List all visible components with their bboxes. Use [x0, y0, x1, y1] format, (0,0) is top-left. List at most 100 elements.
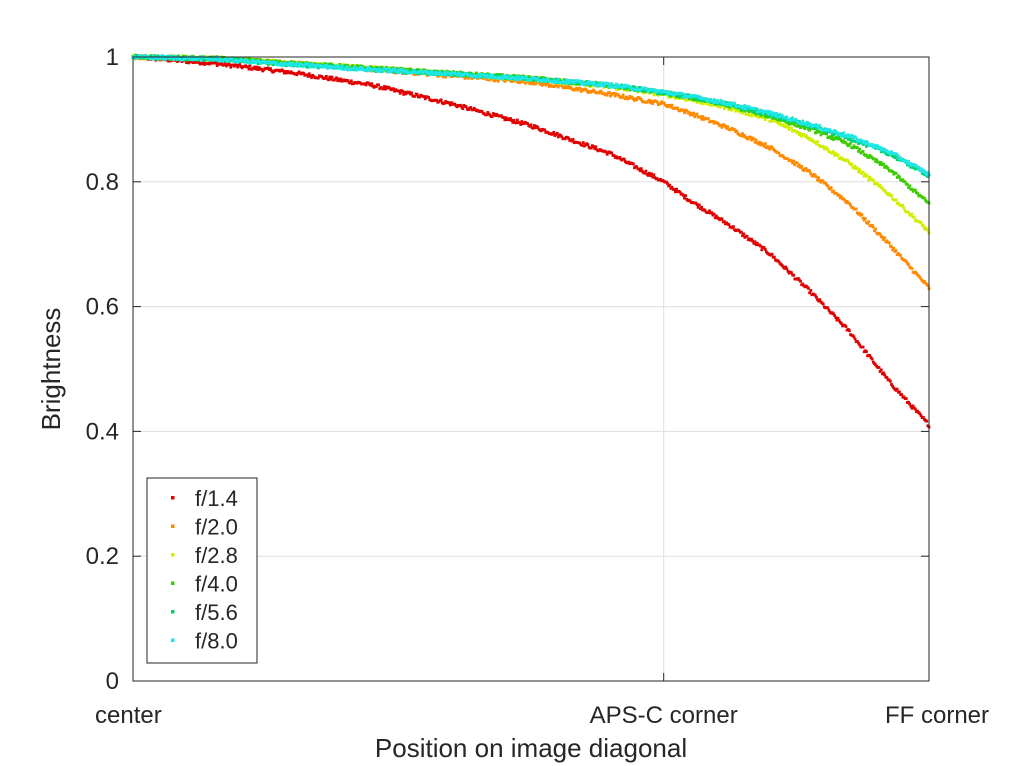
data-point [256, 62, 260, 66]
data-point [907, 210, 910, 214]
data-point [807, 286, 810, 290]
data-point [894, 154, 898, 158]
data-point [319, 63, 323, 67]
data-point [821, 302, 825, 306]
data-point [674, 190, 677, 194]
data-point [638, 169, 642, 173]
data-point [324, 74, 328, 78]
data-point [786, 269, 790, 273]
ticks: 0 0.2 0.4 0.6 0.8 1 center APS-C corner FF corne… [86, 44, 989, 729]
data-point [894, 171, 898, 175]
data-point [829, 137, 833, 140]
data-point [880, 236, 884, 239]
data-point [637, 167, 641, 171]
data-point [486, 111, 490, 114]
data-point [514, 121, 518, 125]
data-point [895, 176, 899, 179]
data-point [222, 63, 226, 67]
data-point [683, 111, 686, 115]
data-point [818, 124, 822, 127]
data-point [393, 68, 396, 72]
data-point [827, 308, 831, 312]
data-point [580, 144, 584, 147]
data-point [910, 406, 914, 410]
data-point [509, 117, 512, 120]
data-point [795, 161, 799, 165]
data-point [828, 128, 832, 132]
data-point [620, 83, 624, 87]
data-point [422, 68, 426, 72]
data-point [229, 65, 233, 69]
data-point [459, 72, 462, 76]
x-axis-label: Position on image diagonal [375, 733, 687, 763]
data-point [654, 91, 658, 94]
data-point [377, 83, 381, 87]
data-point [813, 293, 817, 297]
data-point [365, 66, 369, 70]
data-point [398, 91, 402, 95]
data-point [601, 81, 605, 85]
data-point [634, 88, 638, 92]
data-point [669, 105, 673, 109]
data-point [841, 133, 844, 137]
data-point [384, 87, 387, 91]
data-point [815, 142, 818, 146]
data-point [487, 75, 491, 79]
y-tick-label: 0.8 [86, 169, 119, 196]
data-point [635, 98, 639, 102]
data-point [668, 183, 672, 187]
data-point [585, 89, 589, 92]
data-point [786, 125, 790, 129]
data-point [592, 83, 595, 86]
data-point [664, 89, 668, 93]
data-point [335, 76, 338, 80]
data-point [891, 384, 895, 388]
data-point [364, 68, 368, 72]
data-point [238, 63, 242, 66]
data-point [639, 167, 643, 171]
data-point [422, 95, 426, 99]
data-point [878, 183, 882, 187]
data-point [563, 80, 567, 84]
data-point [683, 95, 686, 99]
data-point [830, 151, 834, 155]
data-point [843, 198, 847, 202]
data-point [403, 90, 407, 94]
data-point [266, 66, 270, 70]
data-point [681, 108, 685, 112]
data-point [832, 189, 835, 193]
data-point [885, 239, 889, 243]
data-point [373, 67, 377, 71]
data-point [397, 89, 401, 93]
y-tick-label: 0.2 [86, 543, 119, 570]
data-point [472, 74, 476, 77]
data-point [705, 99, 709, 103]
data-point [883, 373, 887, 377]
data-point [849, 203, 852, 207]
data-point [801, 282, 805, 286]
data-point [600, 83, 603, 87]
data-point [855, 146, 859, 149]
data-point [578, 79, 582, 83]
data-point [800, 165, 804, 168]
data-point [755, 241, 759, 245]
data-point [892, 246, 896, 250]
data-point [861, 170, 865, 174]
data-point [915, 271, 918, 275]
data-point [884, 151, 888, 155]
data-point [692, 111, 696, 115]
data-point [790, 118, 793, 122]
data-point [909, 404, 913, 408]
data-point [622, 85, 626, 89]
data-point [303, 63, 307, 67]
data-point [490, 115, 494, 118]
data-point [834, 152, 838, 155]
data-point [381, 68, 385, 72]
data-point [330, 75, 334, 79]
data-point [875, 158, 879, 162]
data-point [195, 60, 199, 64]
data-point [870, 142, 874, 146]
data-point [523, 78, 527, 82]
data-point [837, 193, 841, 197]
data-point [265, 58, 269, 62]
